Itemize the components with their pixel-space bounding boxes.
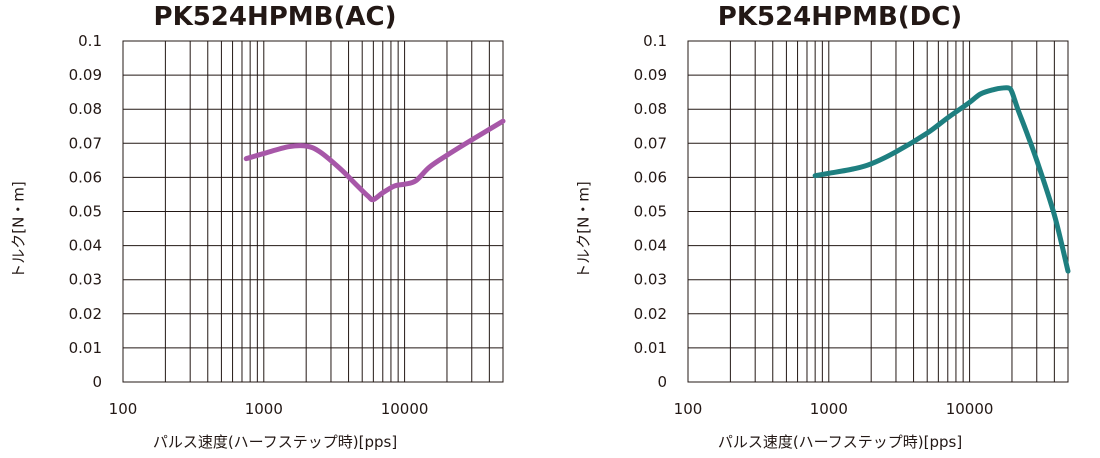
y-tick-label: 0.1: [643, 32, 667, 50]
y-tick-label: 0.02: [69, 305, 102, 323]
y-tick-label: 0.04: [69, 237, 102, 255]
y-tick-label: 0.03: [69, 271, 102, 289]
y-tick-label: 0.05: [69, 203, 102, 221]
y-axis-label: トルク[N・m]: [574, 181, 593, 279]
chart-title: PK524HPMB(DC): [717, 2, 963, 32]
y-axis-label-wrap: トルク[N・m]: [8, 135, 28, 325]
x-tick-label: 1000: [810, 400, 848, 418]
plot-area: 0 0.01 0.02 0.03 0.04 0.05 0.06 0.07 0.08 0.09 0.1…: [634, 32, 1071, 418]
y-tick-label: 0.07: [634, 134, 667, 152]
y-tick-label: 0.08: [634, 100, 667, 118]
x-tick-label: 100: [674, 400, 703, 418]
x-tick-label: 10000: [946, 400, 994, 418]
chart-title: PK524HPMB(AC): [153, 2, 397, 32]
y-axis-label: トルク[N・m]: [9, 181, 28, 279]
torque-series-line: [243, 118, 506, 203]
y-tick-label: 0: [657, 373, 667, 391]
y-tick-label: 0.01: [634, 339, 667, 357]
y-tick-label: 0.05: [634, 203, 667, 221]
y-tick-label: 0.09: [634, 66, 667, 84]
x-tick-label: 100: [109, 400, 138, 418]
x-tick-label: 1000: [245, 400, 283, 418]
y-tick-label: 0.06: [69, 168, 102, 186]
y-tick-label: 0.06: [634, 168, 667, 186]
plot-border: [687, 40, 1069, 383]
plot-border: [122, 40, 504, 383]
torque-series-line: [812, 85, 1071, 274]
y-tick-label: 0.07: [69, 134, 102, 152]
torque-chart-dc: PK524HPMB(DC) 0 0.01 0.02 0.03 0.04 0.05 0.06 0…: [565, 0, 1100, 458]
x-tick-label: 10000: [381, 400, 429, 418]
plot-area: 0 0.01 0.02 0.03 0.04 0.05 0.06 0.07 0.08 0.09 0.1…: [69, 32, 506, 418]
torque-chart-ac: PK524HPMB(AC) 0 0.01 0.02 0.03 0.04 0.05 0.06 0…: [8, 2, 506, 451]
y-axis-label-wrap: トルク[N・m]: [573, 135, 593, 325]
y-tick-label: 0.1: [78, 32, 102, 50]
y-tick-label: 0.04: [634, 237, 667, 255]
x-axis-label: パルス速度(ハーフステップ時)[pps]: [717, 433, 963, 451]
x-axis-label: パルス速度(ハーフステップ時)[pps]: [152, 433, 398, 451]
y-tick-label: 0.03: [634, 271, 667, 289]
y-tick-label: 0.02: [634, 305, 667, 323]
y-tick-label: 0.09: [69, 66, 102, 84]
y-tick-label: 0.01: [69, 339, 102, 357]
y-tick-label: 0: [92, 373, 102, 391]
y-tick-label: 0.08: [69, 100, 102, 118]
